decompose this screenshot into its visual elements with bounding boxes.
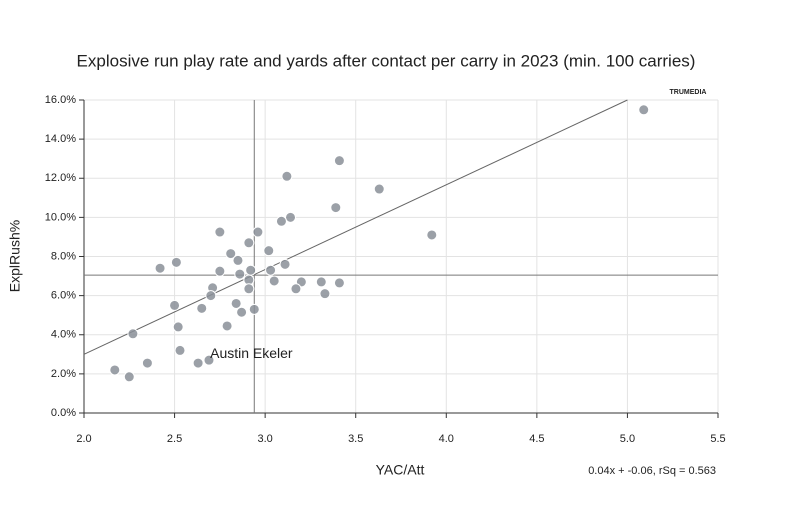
y-tick-label: 12.0% xyxy=(45,172,76,184)
y-tick-label: 0.0% xyxy=(51,407,76,419)
point xyxy=(170,256,182,268)
chart-title: Explosive run play rate and yards after … xyxy=(77,51,696,70)
point xyxy=(127,328,139,340)
point xyxy=(172,321,184,333)
point xyxy=(268,275,280,287)
point xyxy=(243,237,255,249)
point xyxy=(265,264,277,276)
point xyxy=(230,297,242,309)
point xyxy=(333,277,345,289)
y-tick-label: 6.0% xyxy=(51,290,76,302)
point xyxy=(214,226,226,238)
point xyxy=(281,170,293,182)
point xyxy=(333,155,345,167)
point xyxy=(245,264,257,276)
point xyxy=(319,288,331,300)
y-tick-label: 2.0% xyxy=(51,368,76,380)
point xyxy=(252,226,264,238)
y-tick-label: 10.0% xyxy=(45,211,76,223)
point xyxy=(123,371,135,383)
x-axis-label: YAC/Att xyxy=(376,462,425,478)
point xyxy=(221,320,233,332)
point xyxy=(330,202,342,214)
point xyxy=(279,258,291,270)
point xyxy=(426,229,438,241)
annotation: Austin Ekeler xyxy=(210,345,293,361)
x-tick-label: 5.0 xyxy=(620,433,635,445)
point xyxy=(232,254,244,266)
point xyxy=(248,303,260,315)
footnote: 0.04x + -0.06, rSq = 0.563 xyxy=(588,465,716,477)
point xyxy=(109,364,121,376)
point xyxy=(203,354,215,366)
point xyxy=(205,290,217,302)
y-axis-label: ExplRush% xyxy=(7,220,23,292)
point xyxy=(243,283,255,295)
point xyxy=(290,283,302,295)
point xyxy=(275,215,287,227)
x-tick-label: 3.0 xyxy=(257,433,272,445)
point xyxy=(169,299,181,311)
x-tick-label: 5.5 xyxy=(710,433,725,445)
point xyxy=(141,357,153,369)
point xyxy=(192,357,204,369)
y-tick-label: 8.0% xyxy=(51,250,76,262)
x-tick-label: 2.0 xyxy=(76,433,91,445)
point xyxy=(285,211,297,223)
logo: TRUMEDIA xyxy=(670,89,707,96)
y-tick-label: 16.0% xyxy=(45,94,76,106)
y-tick-label: 4.0% xyxy=(51,329,76,341)
x-tick-label: 4.0 xyxy=(439,433,454,445)
point xyxy=(315,276,327,288)
x-tick-label: 4.5 xyxy=(529,433,544,445)
point xyxy=(225,248,237,260)
point xyxy=(236,306,248,318)
trend-line xyxy=(83,99,628,355)
point xyxy=(234,268,246,280)
x-tick-label: 3.5 xyxy=(348,433,363,445)
x-tick-label: 2.5 xyxy=(167,433,182,445)
point xyxy=(263,245,275,257)
point xyxy=(214,265,226,277)
point xyxy=(638,104,650,116)
point xyxy=(373,183,385,195)
point xyxy=(154,262,166,274)
point xyxy=(174,344,186,356)
y-tick-label: 14.0% xyxy=(45,133,76,145)
point xyxy=(196,302,208,314)
